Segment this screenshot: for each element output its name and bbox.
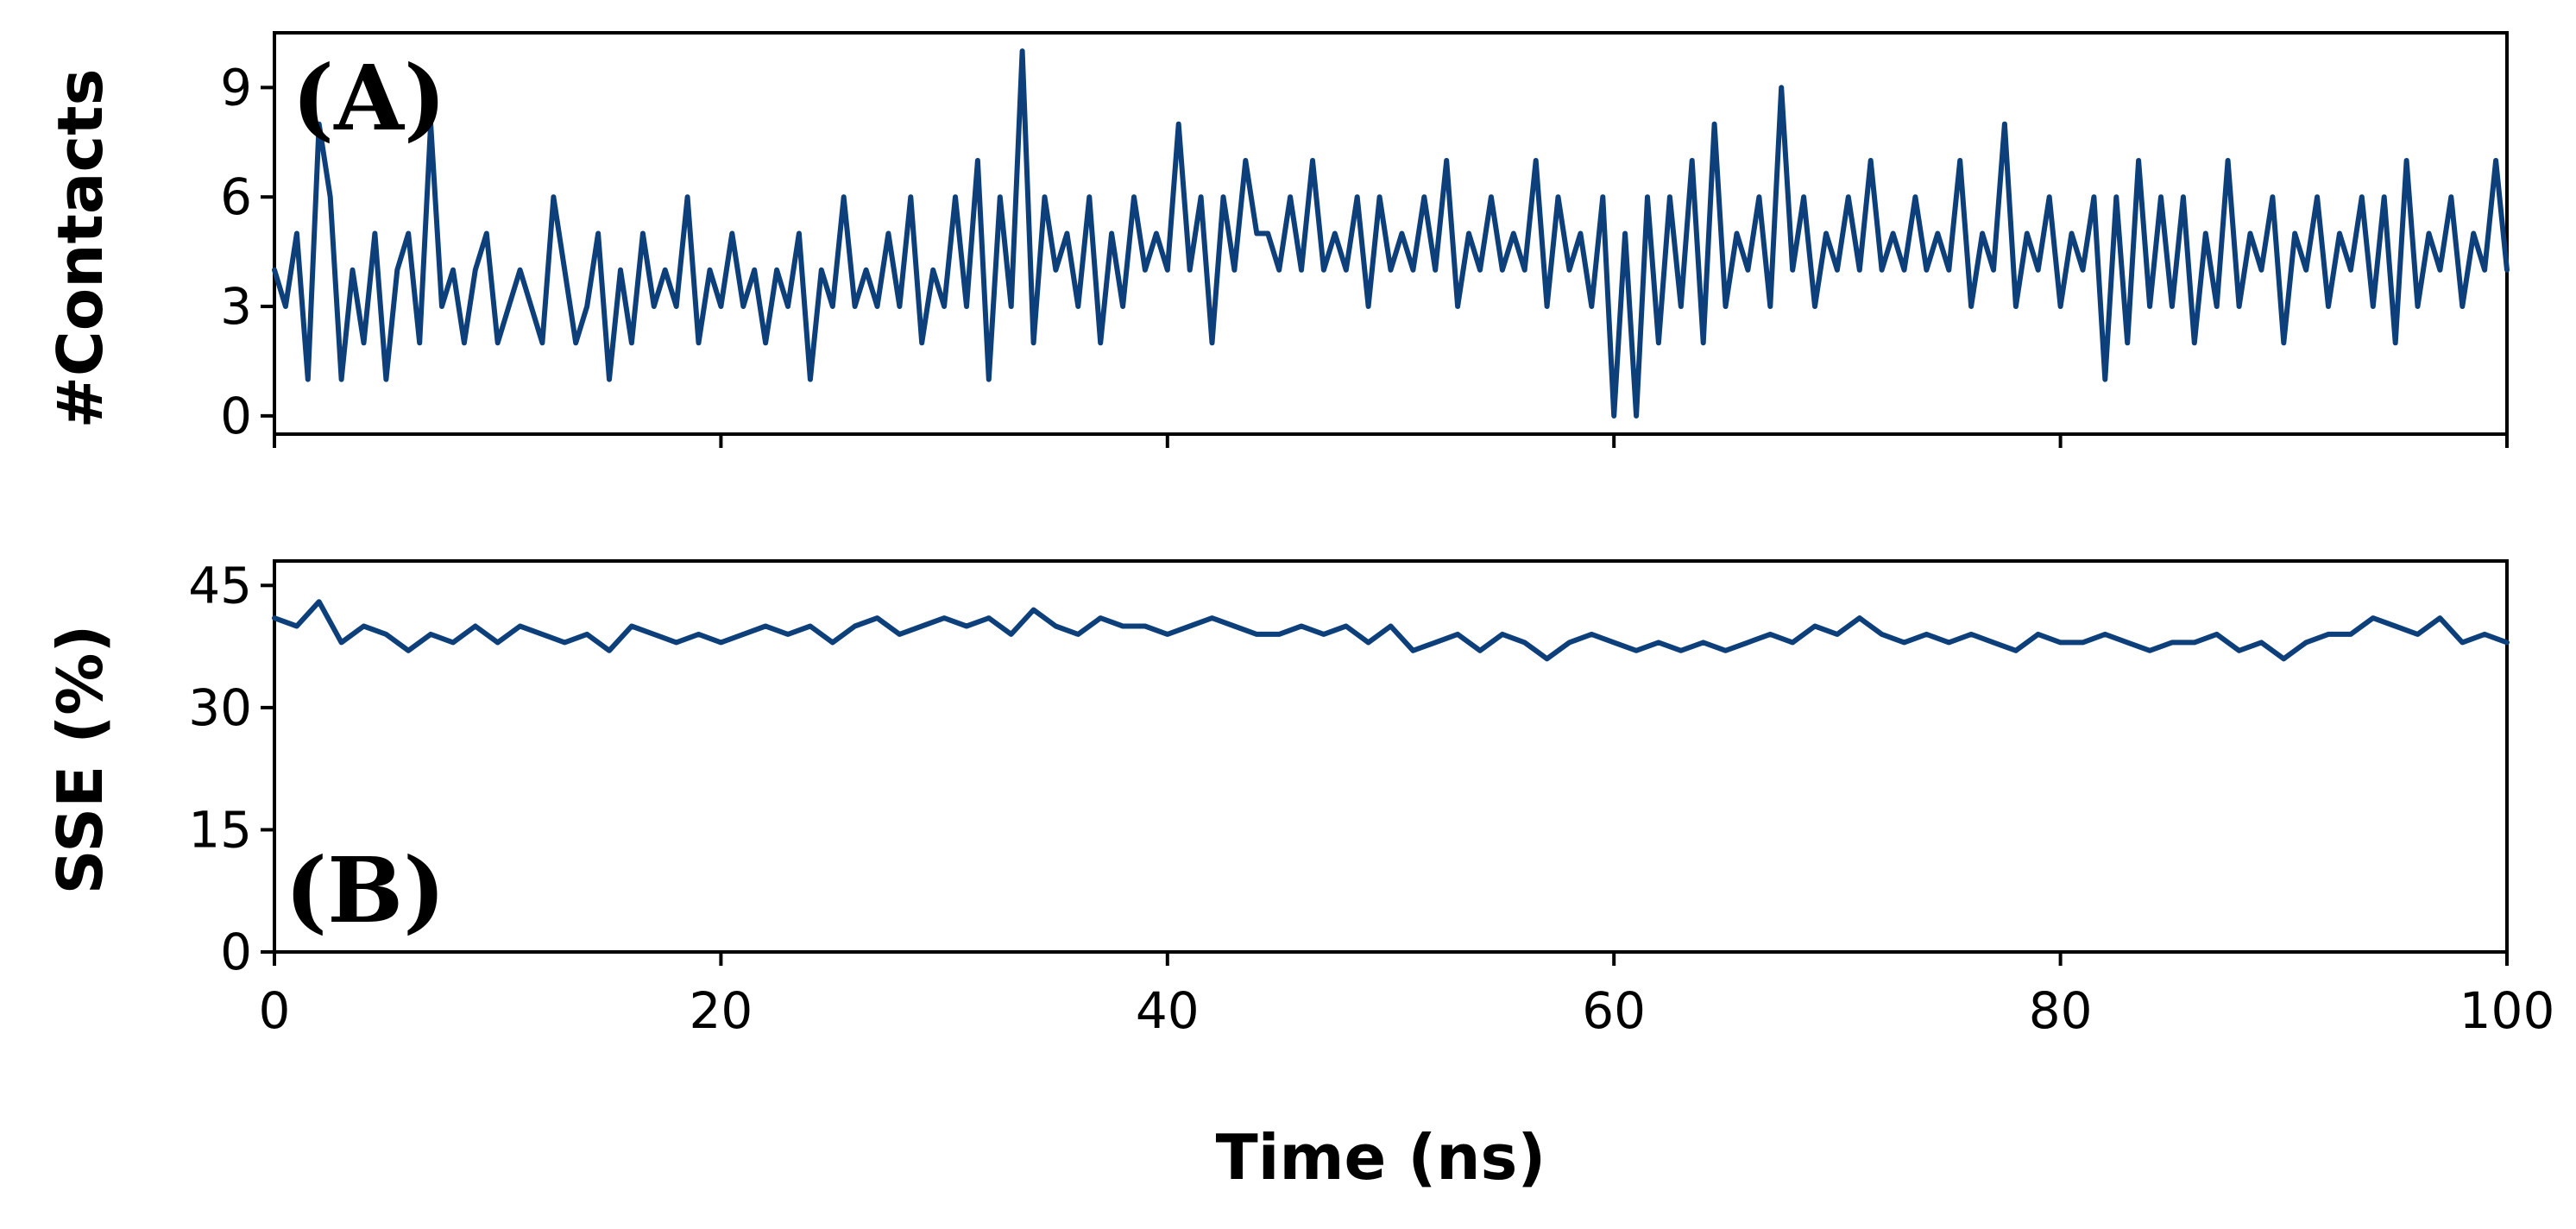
panel-b-y-tick-label: 45 (188, 556, 252, 614)
x-axis-label: Time (ns) (1216, 1121, 1546, 1194)
panel-b-y-axis-label: SSE (%) (44, 625, 117, 895)
panel-a-y-tick-label: 6 (220, 167, 252, 226)
panel-b-x-tick-label: 40 (1136, 981, 1200, 1040)
panel-b-y-tick-label: 15 (188, 800, 252, 859)
panel-a-series (272, 48, 2510, 419)
panel-a-label: (A) (292, 45, 446, 151)
panel-b-y-tick-label: 30 (188, 678, 252, 737)
panel-b-x-ticks: 0 20 40 60 80 100 (259, 952, 2555, 1040)
panel-a-y-ticks: 0 3 6 9 (220, 58, 274, 445)
panel-b-frame (273, 559, 2509, 954)
panel-b-x-tick-label: 20 (689, 981, 753, 1040)
panel-b-y-tick-label: 0 (220, 923, 252, 981)
panel-b: 0 15 30 45 0 20 40 60 80 100 (B) SSE (%) Time (n… (44, 556, 2554, 1194)
panel-b-series-line-0 (272, 599, 2510, 662)
panel-b-x-tick-label: 80 (2029, 981, 2093, 1040)
panel-a-y-tick-label: 0 (220, 387, 252, 445)
panel-a-x-ticks (273, 434, 2509, 448)
panel-a-frame (273, 31, 2509, 436)
panel-a-y-tick-label: 9 (220, 58, 252, 117)
panel-a: 0 3 6 9 (A) #Contacts (44, 31, 2510, 448)
panel-b-x-tick-label: 60 (1582, 981, 1646, 1040)
panel-b-series (272, 599, 2510, 662)
panel-b-y-ticks: 0 15 30 45 (188, 556, 274, 981)
panel-a-y-axis-label: #Contacts (44, 69, 117, 429)
panel-a-y-tick-label: 3 (220, 277, 252, 336)
panel-b-label: (B) (285, 837, 445, 943)
panel-a-series-line-0 (272, 48, 2510, 419)
panel-b-x-tick-label: 100 (2459, 981, 2555, 1040)
panel-b-x-tick-label: 0 (259, 981, 291, 1040)
